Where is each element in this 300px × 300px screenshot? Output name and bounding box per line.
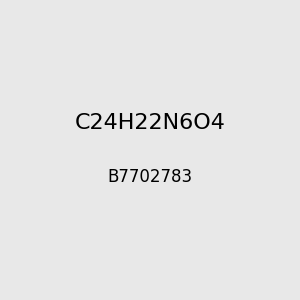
Text: C24H22N6O4: C24H22N6O4 — [75, 113, 225, 133]
Text: B7702783: B7702783 — [107, 168, 193, 186]
